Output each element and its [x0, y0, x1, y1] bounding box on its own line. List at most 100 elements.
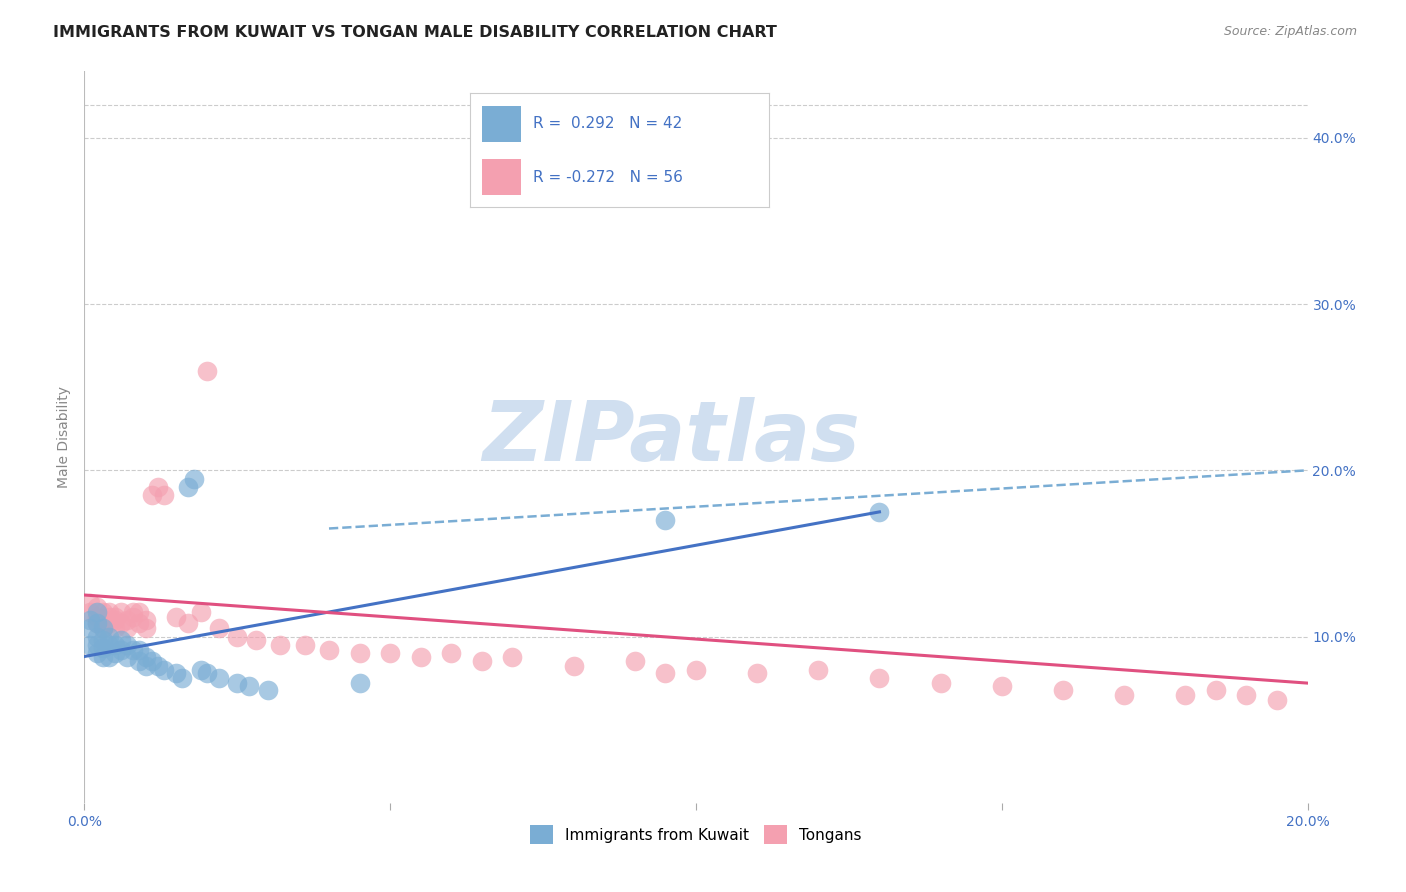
- Point: [991, 680, 1014, 694]
- Point: [190, 605, 212, 619]
- Point: [183, 472, 205, 486]
- Point: [165, 666, 187, 681]
- Point: [685, 663, 707, 677]
- Point: [104, 613, 127, 627]
- Legend: Immigrants from Kuwait, Tongans: Immigrants from Kuwait, Tongans: [524, 819, 868, 850]
- Point: [135, 613, 157, 627]
- Point: [122, 609, 145, 624]
- Point: [115, 613, 138, 627]
- Point: [141, 655, 163, 669]
- Point: [195, 363, 218, 377]
- Point: [869, 671, 891, 685]
- Point: [380, 646, 402, 660]
- Point: [135, 621, 157, 635]
- Point: [91, 613, 114, 627]
- Point: [172, 671, 194, 685]
- Point: [86, 609, 108, 624]
- Point: [122, 643, 145, 657]
- Point: [115, 638, 138, 652]
- Point: [226, 630, 249, 644]
- Point: [654, 666, 676, 681]
- Point: [79, 605, 101, 619]
- Point: [86, 605, 108, 619]
- Point: [115, 649, 138, 664]
- Point: [128, 643, 150, 657]
- Point: [257, 682, 280, 697]
- Point: [97, 616, 120, 631]
- Point: [79, 596, 101, 610]
- Point: [110, 643, 132, 657]
- Point: [91, 621, 114, 635]
- Point: [238, 680, 260, 694]
- Point: [1236, 688, 1258, 702]
- Text: ZIPatlas: ZIPatlas: [482, 397, 860, 477]
- Point: [294, 638, 316, 652]
- Point: [165, 609, 187, 624]
- Point: [141, 488, 163, 502]
- Text: IMMIGRANTS FROM KUWAIT VS TONGAN MALE DISABILITY CORRELATION CHART: IMMIGRANTS FROM KUWAIT VS TONGAN MALE DI…: [53, 25, 778, 40]
- Text: Source: ZipAtlas.com: Source: ZipAtlas.com: [1223, 25, 1357, 38]
- Point: [1052, 682, 1074, 697]
- Point: [807, 663, 830, 677]
- Point: [135, 659, 157, 673]
- Point: [97, 649, 120, 664]
- Point: [624, 655, 647, 669]
- Point: [654, 513, 676, 527]
- Point: [91, 641, 114, 656]
- Point: [177, 616, 200, 631]
- Point: [1114, 688, 1136, 702]
- Point: [86, 630, 108, 644]
- Point: [122, 605, 145, 619]
- Point: [318, 643, 340, 657]
- Point: [86, 646, 108, 660]
- Point: [128, 605, 150, 619]
- Point: [269, 638, 291, 652]
- Y-axis label: Male Disability: Male Disability: [58, 386, 72, 488]
- Point: [929, 676, 952, 690]
- Point: [104, 609, 127, 624]
- Point: [153, 488, 176, 502]
- Point: [115, 621, 138, 635]
- Point: [208, 621, 231, 635]
- Point: [91, 605, 114, 619]
- Point: [104, 621, 127, 635]
- Point: [97, 630, 120, 644]
- Point: [97, 605, 120, 619]
- Point: [471, 655, 494, 669]
- Point: [91, 649, 114, 664]
- Point: [104, 646, 127, 660]
- Point: [502, 649, 524, 664]
- Point: [86, 599, 108, 614]
- Point: [128, 616, 150, 631]
- Point: [562, 659, 585, 673]
- Point: [1174, 688, 1197, 702]
- Point: [195, 666, 218, 681]
- Point: [349, 676, 371, 690]
- Point: [440, 646, 463, 660]
- Point: [86, 616, 108, 631]
- Point: [349, 646, 371, 660]
- Point: [747, 666, 769, 681]
- Point: [79, 638, 101, 652]
- Point: [245, 632, 267, 647]
- Point: [110, 616, 132, 631]
- Point: [97, 609, 120, 624]
- Point: [104, 638, 127, 652]
- Point: [91, 632, 114, 647]
- Point: [110, 605, 132, 619]
- Point: [86, 616, 108, 631]
- Point: [91, 621, 114, 635]
- Point: [409, 649, 432, 664]
- Point: [1265, 692, 1288, 706]
- Point: [190, 663, 212, 677]
- Point: [1205, 682, 1227, 697]
- Point: [79, 613, 101, 627]
- Point: [869, 505, 891, 519]
- Point: [146, 480, 169, 494]
- Point: [110, 632, 132, 647]
- Point: [226, 676, 249, 690]
- Point: [86, 638, 108, 652]
- Point: [97, 638, 120, 652]
- Point: [153, 663, 176, 677]
- Point: [208, 671, 231, 685]
